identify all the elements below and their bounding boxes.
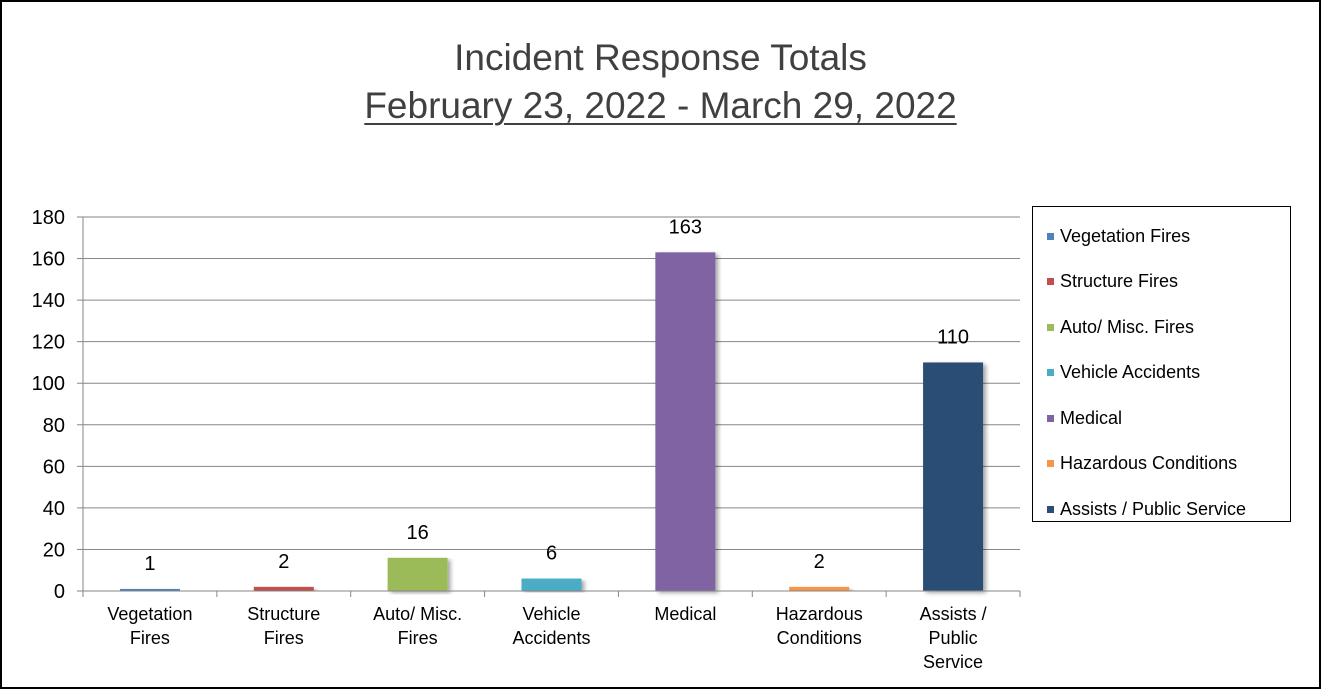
data-label: 163 <box>669 216 702 238</box>
y-tick-label: 160 <box>32 249 65 271</box>
data-label: 110 <box>937 326 969 348</box>
x-tick-label: Service <box>923 652 983 672</box>
x-tick-label: Assists / <box>920 604 987 624</box>
x-tick-label: Fires <box>130 628 170 648</box>
x-tick-label: Medical <box>654 604 716 624</box>
legend-label: Hazardous Conditions <box>1060 453 1238 473</box>
legend-item: Vehicle Accidents <box>1047 362 1200 384</box>
bar-hazardous-conditions <box>789 586 850 591</box>
legend-label: Vegetation Fires <box>1060 225 1191 246</box>
x-axis-ticks: Vegetation Fires Structure Fires Auto/ Misc.… <box>107 604 986 672</box>
x-tick-label: Accidents <box>512 628 590 648</box>
data-label: 2 <box>814 551 825 573</box>
legend: Vegetation Fires Structure Fires Auto/ Mis… <box>1032 206 1291 522</box>
legend-label: Auto/ Misc. Fires <box>1060 316 1195 337</box>
legend-item: Structure Fires <box>1047 271 1178 293</box>
bar-vehicle-accidents <box>521 578 582 591</box>
x-tick-label: Hazardous <box>776 604 863 624</box>
y-tick-label: 180 <box>32 207 65 229</box>
bar-medical <box>655 252 716 592</box>
data-label: 16 <box>407 522 429 544</box>
legend-swatch <box>1047 505 1054 513</box>
legend-item: Assists / Public Service <box>1047 498 1246 520</box>
data-label: 6 <box>546 543 557 565</box>
x-tick-label: Auto/ Misc. <box>373 604 462 624</box>
y-tick-label: 140 <box>32 290 65 312</box>
legend-swatch <box>1047 323 1054 331</box>
legend-label: Assists / Public Service <box>1060 498 1247 519</box>
x-tick-label: Fires <box>398 628 438 648</box>
x-tick-label: Vegetation <box>107 604 192 624</box>
legend-label: Medical <box>1060 407 1123 428</box>
data-labels: 1 2 16 6 163 2 110 <box>144 216 969 575</box>
x-tick-label: Fires <box>264 628 304 648</box>
x-tick-label: Structure <box>247 604 320 624</box>
legend-swatch <box>1047 278 1054 285</box>
legend-item: Auto/ Misc. Fires <box>1047 316 1194 338</box>
data-label: 2 <box>278 551 289 573</box>
legend-item: Vegetation Fires <box>1047 225 1190 247</box>
legend-label: Vehicle Accidents <box>1060 362 1201 382</box>
legend-item: Hazardous Conditions <box>1047 453 1237 475</box>
legend-item: Medical <box>1047 407 1122 429</box>
y-tick-label: 100 <box>32 373 65 395</box>
legend-label: Structure Fires <box>1060 271 1179 291</box>
y-axis-ticks: 0 20 40 60 80 100 120 140 160 180 <box>32 207 65 603</box>
y-tick-label: 20 <box>43 539 65 561</box>
x-tick-label: Vehicle <box>522 604 580 624</box>
chart-title: Incident Response Totals <box>454 37 867 78</box>
legend-swatch <box>1047 414 1054 422</box>
bar-assists-public-service <box>923 362 984 591</box>
gridlines <box>77 216 1021 597</box>
x-tick-label: Public <box>929 628 978 648</box>
y-tick-label: 60 <box>43 456 65 478</box>
y-tick-label: 40 <box>43 498 65 520</box>
x-tick-label: Conditions <box>777 628 862 648</box>
bar-auto-misc-fires <box>387 557 448 591</box>
legend-swatch <box>1047 460 1054 467</box>
bar-structure-fires <box>253 586 314 591</box>
bars <box>119 252 984 592</box>
y-tick-label: 120 <box>32 332 65 354</box>
legend-swatch <box>1047 232 1054 240</box>
legend-swatch <box>1047 369 1054 376</box>
data-label: 1 <box>144 553 155 575</box>
bar-vegetation-fires <box>119 588 180 591</box>
y-tick-label: 80 <box>43 415 65 437</box>
y-tick-label: 0 <box>54 581 65 603</box>
chart-subtitle: February 23, 2022 - March 29, 2022 <box>364 85 957 126</box>
